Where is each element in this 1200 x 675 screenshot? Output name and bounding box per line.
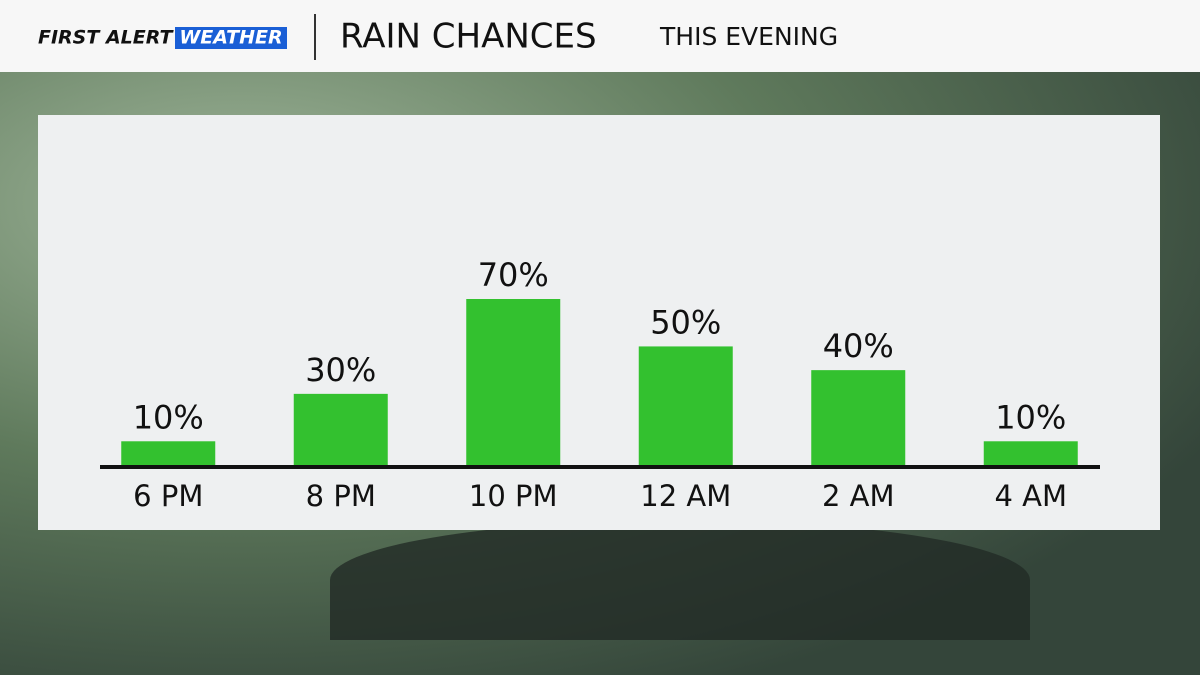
- bar: [293, 393, 388, 465]
- brand-highlight: WEATHER: [179, 27, 282, 49]
- title: RAIN CHANCES: [340, 17, 597, 57]
- value-label: 10%: [995, 398, 1066, 436]
- x-tick-label: 10 PM: [469, 479, 558, 513]
- bar: [811, 370, 906, 465]
- bar: [638, 346, 733, 465]
- bar: [121, 441, 216, 465]
- x-tick-label: 12 AM: [640, 479, 731, 513]
- value-label: 30%: [305, 351, 376, 389]
- subtitle: THIS EVENING: [659, 22, 838, 51]
- brand-box: [175, 27, 287, 49]
- x-tick-label: 8 PM: [306, 479, 376, 513]
- value-label: 50%: [650, 303, 721, 341]
- bar: [466, 299, 561, 465]
- bar: [983, 441, 1078, 465]
- x-tick-label: 2 AM: [822, 479, 895, 513]
- value-label: 70%: [478, 256, 549, 294]
- value-label: 40%: [823, 327, 894, 365]
- panel: [38, 115, 1160, 530]
- x-tick-label: 6 PM: [133, 479, 203, 513]
- brand: FIRST ALERT: [38, 27, 175, 49]
- x-tick-label: 4 AM: [994, 479, 1067, 513]
- umbrella: [330, 520, 1030, 640]
- value-label: 10%: [133, 398, 204, 436]
